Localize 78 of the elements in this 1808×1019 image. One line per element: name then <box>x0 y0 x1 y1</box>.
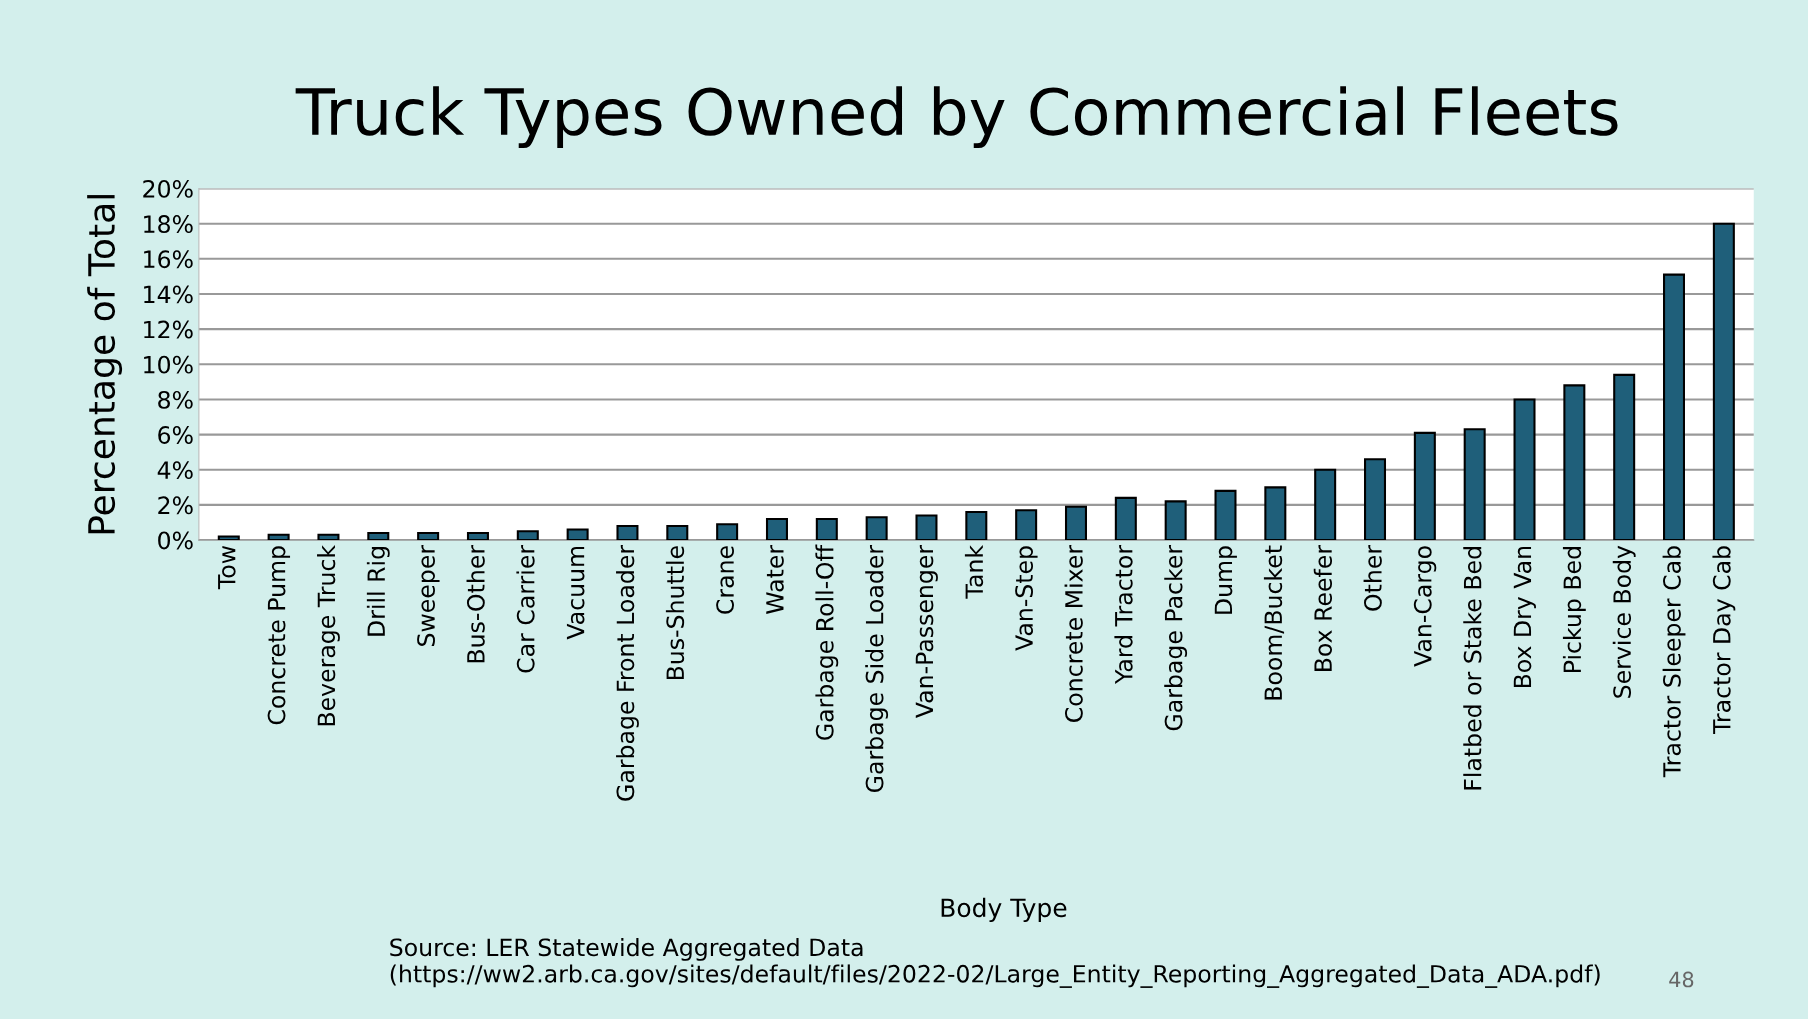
y-axis-title: Percentage of Total <box>87 195 123 534</box>
text: 48 <box>1669 971 1694 988</box>
x-tick-label: Tank <box>964 545 984 599</box>
bar <box>1164 500 1187 541</box>
bar <box>267 533 290 541</box>
bar <box>815 517 838 541</box>
bar <box>1214 489 1237 541</box>
x-tick-label: Concrete Mixer <box>1064 544 1083 722</box>
bar <box>1513 398 1536 541</box>
x-tick-label: Yard Tractor <box>1114 544 1133 684</box>
bar <box>1064 505 1087 541</box>
x-tick-label: Other <box>1363 544 1382 611</box>
x-tick-label: Garbage Front Loader <box>616 544 639 801</box>
x-tick-label: Drill Rig <box>366 547 390 636</box>
x-tick-label: Tow <box>218 545 236 590</box>
bar <box>1413 431 1436 541</box>
y-tick-label: 0% <box>158 531 193 550</box>
x-tick-label: Water <box>766 544 784 614</box>
x-tick-label: Garbage Side Loader <box>865 544 889 793</box>
bar <box>317 533 340 541</box>
y-tick-label: 6% <box>158 426 193 444</box>
x-tick-label: Beverage Truck <box>317 545 340 726</box>
bar <box>716 523 739 541</box>
x-tick-label: Bus-Shuttle <box>665 546 685 680</box>
chart-title: Truck Types Owned by Commercial Fleets <box>295 86 1618 149</box>
x-tick-label: Box Dry Van <box>1513 546 1536 688</box>
x-tick-label: Tractor Day Cab <box>1712 546 1736 735</box>
y-tick-label: 2% <box>158 496 193 515</box>
y-tick-label: 10% <box>144 355 193 374</box>
x-tick-label: Service Body <box>1612 545 1636 698</box>
bar <box>417 532 440 541</box>
y-tick-label: 12% <box>144 320 193 339</box>
bar <box>1663 273 1686 541</box>
bar <box>965 510 988 541</box>
bar <box>1015 509 1038 541</box>
bar <box>1264 486 1287 541</box>
x-tick-label: Van-Cargo <box>1413 546 1437 667</box>
x-tick-label: Car Carrier <box>516 544 535 673</box>
bar <box>516 530 539 541</box>
x-tick-label: Van-Passenger <box>915 544 938 718</box>
bar <box>865 516 888 541</box>
x-tick-label: Pickup Bed <box>1562 547 1586 672</box>
bar <box>1314 468 1337 541</box>
y-tick-label: 14% <box>144 285 193 304</box>
x-tick-label: Boom/Bucket <box>1263 545 1285 700</box>
bar <box>765 517 788 541</box>
x-tick-label: Dump <box>1214 546 1237 614</box>
bar <box>915 514 938 541</box>
bar <box>1563 384 1586 541</box>
x-tick-label: Flatbed or Stake Bed <box>1463 547 1482 790</box>
x-tick-label: Garbage Packer <box>1164 544 1188 731</box>
bar <box>1712 222 1735 541</box>
x-tick-label: Vacuum <box>566 546 585 640</box>
bar <box>566 528 589 541</box>
bar <box>466 532 489 541</box>
source-note: Source: LER Statewide Aggregated Data (https://ww2.arb.ca.gov/sites/default/files/2022-02/Large_Entity_Reporting_Aggregated_Data_ADA.pdf) <box>390 937 1600 988</box>
x-tick-label: Concrete Pump <box>267 546 291 725</box>
bar <box>367 532 390 541</box>
x-tick-label: Garbage Roll-Off <box>815 544 839 740</box>
x-tick-label: Sweeper <box>417 544 440 646</box>
x-tick-label: Box Reefer <box>1313 544 1333 671</box>
y-tick-label: 4% <box>157 461 193 480</box>
bar <box>616 524 639 541</box>
bar <box>217 535 240 541</box>
x-tick-label: Bus-Other <box>466 544 485 663</box>
y-tick-label: 16% <box>144 250 193 269</box>
x-axis-title: Body Type <box>941 897 1067 923</box>
x-tick-label: Van-Step <box>1015 546 1038 651</box>
y-tick-label: 20% <box>143 179 193 198</box>
bar <box>666 524 689 541</box>
bar <box>1114 496 1137 541</box>
bar <box>1613 373 1636 541</box>
x-tick-label: Tractor Sleeper Cab <box>1662 546 1686 778</box>
y-tick-label: 8% <box>158 390 193 409</box>
bar <box>1364 458 1387 541</box>
y-tick-label: 18% <box>144 215 193 233</box>
x-tick-label: Crane <box>716 546 734 614</box>
bar <box>1463 428 1486 541</box>
